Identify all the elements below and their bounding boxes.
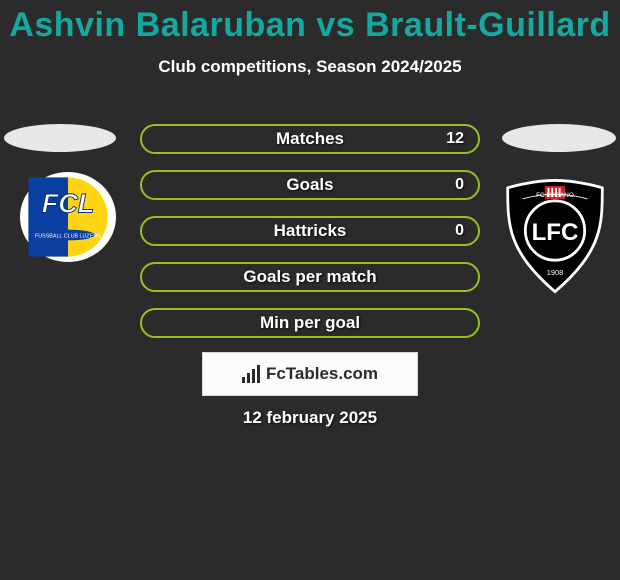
stat-row-hattricks: Hattricks 0: [140, 216, 480, 246]
stat-label: Hattricks: [142, 218, 478, 244]
stat-right-value: 0: [441, 172, 478, 198]
lugano-logo-icon: LFC FC LUGANO 1908: [504, 178, 606, 296]
stats-panel: Matches 12 Goals 0 Hattricks 0 Goals per…: [140, 124, 480, 354]
site-tag[interactable]: FcTables.com: [202, 352, 418, 396]
player-left-silhouette: [4, 124, 116, 152]
stat-label: Min per goal: [142, 310, 478, 336]
svg-text:LFC: LFC: [532, 219, 579, 246]
fcl-logo-icon: FCL FUSSBALL CLUB LUZERN: [20, 172, 116, 262]
stat-row-min-per-goal: Min per goal: [140, 308, 480, 338]
stat-row-goals: Goals 0: [140, 170, 480, 200]
stat-right-value: [450, 310, 478, 336]
stat-right-value: 0: [441, 218, 478, 244]
date-text: 12 february 2025: [0, 408, 620, 428]
site-tag-text: FcTables.com: [266, 364, 378, 384]
stat-label: Goals: [142, 172, 478, 198]
club-logo-left: FCL FUSSBALL CLUB LUZERN: [20, 172, 116, 262]
stat-row-matches: Matches 12: [140, 124, 480, 154]
bars-icon: [242, 365, 260, 383]
player-right-silhouette: [502, 124, 616, 152]
svg-text:FUSSBALL CLUB LUZERN: FUSSBALL CLUB LUZERN: [35, 234, 101, 240]
svg-text:1908: 1908: [547, 268, 563, 277]
stat-label: Matches: [142, 126, 478, 152]
stat-label: Goals per match: [142, 264, 478, 290]
club-logo-right: LFC FC LUGANO 1908: [504, 178, 606, 296]
svg-text:FCL: FCL: [42, 189, 94, 219]
stat-row-goals-per-match: Goals per match: [140, 262, 480, 292]
page-title: Ashvin Balaruban vs Brault-Guillard: [0, 0, 620, 45]
stat-right-value: 12: [432, 126, 478, 152]
comparison-card: Ashvin Balaruban vs Brault-Guillard Club…: [0, 0, 620, 580]
svg-text:FC LUGANO: FC LUGANO: [536, 192, 574, 199]
stat-right-value: [450, 264, 478, 290]
subtitle: Club competitions, Season 2024/2025: [0, 57, 620, 77]
